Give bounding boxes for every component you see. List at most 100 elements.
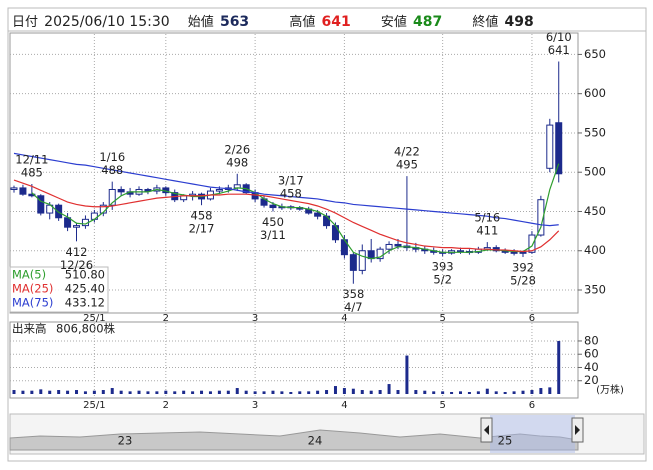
- candle-body: [269, 204, 277, 209]
- header: 日付 2025/06/10 15:30 始値 563 高値 641 安値 487…: [12, 11, 548, 30]
- x-tick-label: 3: [252, 313, 258, 324]
- candle-body: [519, 251, 527, 254]
- close-value: 498: [504, 14, 534, 30]
- annotation-value: 450: [262, 215, 284, 229]
- navigator-label: 25: [498, 434, 513, 448]
- volume-bar: [262, 391, 266, 394]
- volume-bar: [450, 392, 454, 394]
- volume-bar: [476, 391, 480, 394]
- navigator-label: 24: [308, 434, 323, 448]
- x-tick-label: 2: [163, 313, 169, 324]
- x-tick-label: 6: [529, 313, 535, 324]
- y-tick-label: 20: [584, 373, 599, 387]
- x-tick-label: 2: [163, 400, 169, 411]
- volume-bar: [92, 390, 96, 394]
- volume-bar: [316, 390, 320, 394]
- volume-bar: [57, 390, 61, 394]
- annotation-value: 393: [432, 260, 454, 274]
- y-tick-label: 400: [584, 243, 606, 257]
- legend-name: MA(5): [12, 268, 46, 282]
- volume-bar: [217, 390, 221, 394]
- candle-body: [537, 199, 545, 236]
- x-tick-label: 3: [252, 400, 258, 411]
- annotation-date: 3/11: [260, 228, 286, 242]
- volume-bar: [244, 390, 248, 394]
- price-panel: [9, 32, 579, 314]
- candle-body: [385, 243, 393, 250]
- volume-bar: [298, 391, 302, 394]
- volume-bar: [378, 390, 382, 394]
- volume-bar: [325, 390, 329, 394]
- navigator-label: 23: [118, 434, 133, 448]
- legend-name: MA(75): [12, 296, 53, 310]
- volume-bar: [539, 388, 543, 394]
- volume-bar: [137, 390, 141, 394]
- y-tick-label: 40: [584, 360, 599, 374]
- volume-bar: [75, 390, 79, 394]
- volume-bar: [289, 392, 293, 394]
- volume-bar: [557, 340, 561, 394]
- x-tick-label: 4: [341, 313, 347, 324]
- volume-bar: [235, 388, 239, 394]
- volume-bar: [342, 388, 346, 394]
- y-tick-label: 450: [584, 204, 606, 218]
- outer-frame: [7, 7, 647, 462]
- annotation-date: 4/22: [394, 145, 420, 159]
- y-tick-label: 500: [584, 165, 606, 179]
- legend-value: 425.40: [65, 282, 105, 296]
- x-tick-label: 25/1: [83, 400, 105, 411]
- annotation-value: 495: [396, 158, 418, 172]
- volume-bar: [333, 386, 337, 394]
- y-tick-label: 350: [584, 283, 606, 297]
- candle-body: [37, 195, 45, 214]
- low-label: 安値: [380, 15, 407, 30]
- volume-bar: [146, 391, 150, 394]
- volume-bar: [414, 390, 418, 394]
- volume-bar: [83, 391, 87, 394]
- open-value: 563: [219, 14, 250, 30]
- annotation-value: 458: [280, 187, 302, 201]
- arrow-left: [484, 425, 489, 435]
- x-tick-label: 6: [529, 400, 535, 411]
- annotation-date: 1/16: [99, 150, 125, 164]
- navigator-window[interactable]: [490, 415, 575, 453]
- candle-body: [331, 225, 339, 241]
- volume-bar: [253, 391, 257, 394]
- annotation-date: 5/28: [510, 274, 536, 288]
- date-label: 日付: [12, 15, 39, 30]
- volume-bar: [66, 390, 70, 394]
- volume-bar: [30, 390, 34, 394]
- candle-body: [546, 124, 554, 169]
- candle-body: [117, 188, 125, 193]
- ma-line: [31, 163, 560, 260]
- volume-unit: (万株): [596, 383, 624, 396]
- volume-bar: [119, 390, 123, 394]
- volume-bar: [521, 390, 525, 394]
- volume-bar: [164, 390, 168, 394]
- volume-bar: [360, 390, 364, 394]
- volume-bar: [280, 391, 284, 394]
- candle-body: [367, 250, 375, 260]
- annotation-date: 5/16: [474, 211, 500, 225]
- volume-bar: [467, 392, 471, 394]
- annotation-value: 641: [548, 43, 570, 57]
- annotation-date: 4/7: [344, 300, 363, 314]
- candle-body: [457, 250, 464, 253]
- ma-line: [13, 179, 560, 253]
- high-label: 高値: [289, 15, 316, 30]
- volume-bar: [351, 388, 355, 394]
- volume-bar: [459, 391, 462, 394]
- volume-bar: [441, 391, 445, 394]
- x-tick-label: 5: [439, 313, 445, 324]
- volume-bar: [503, 392, 507, 394]
- high-value: 641: [321, 14, 351, 30]
- volume-bar: [12, 390, 16, 394]
- candle-body: [64, 217, 72, 228]
- legend-value: 510.80: [65, 268, 105, 282]
- volume-bar: [101, 390, 105, 394]
- x-tick-label: 4: [341, 400, 347, 411]
- volume-bar: [182, 390, 186, 394]
- volume-bar: [110, 388, 114, 394]
